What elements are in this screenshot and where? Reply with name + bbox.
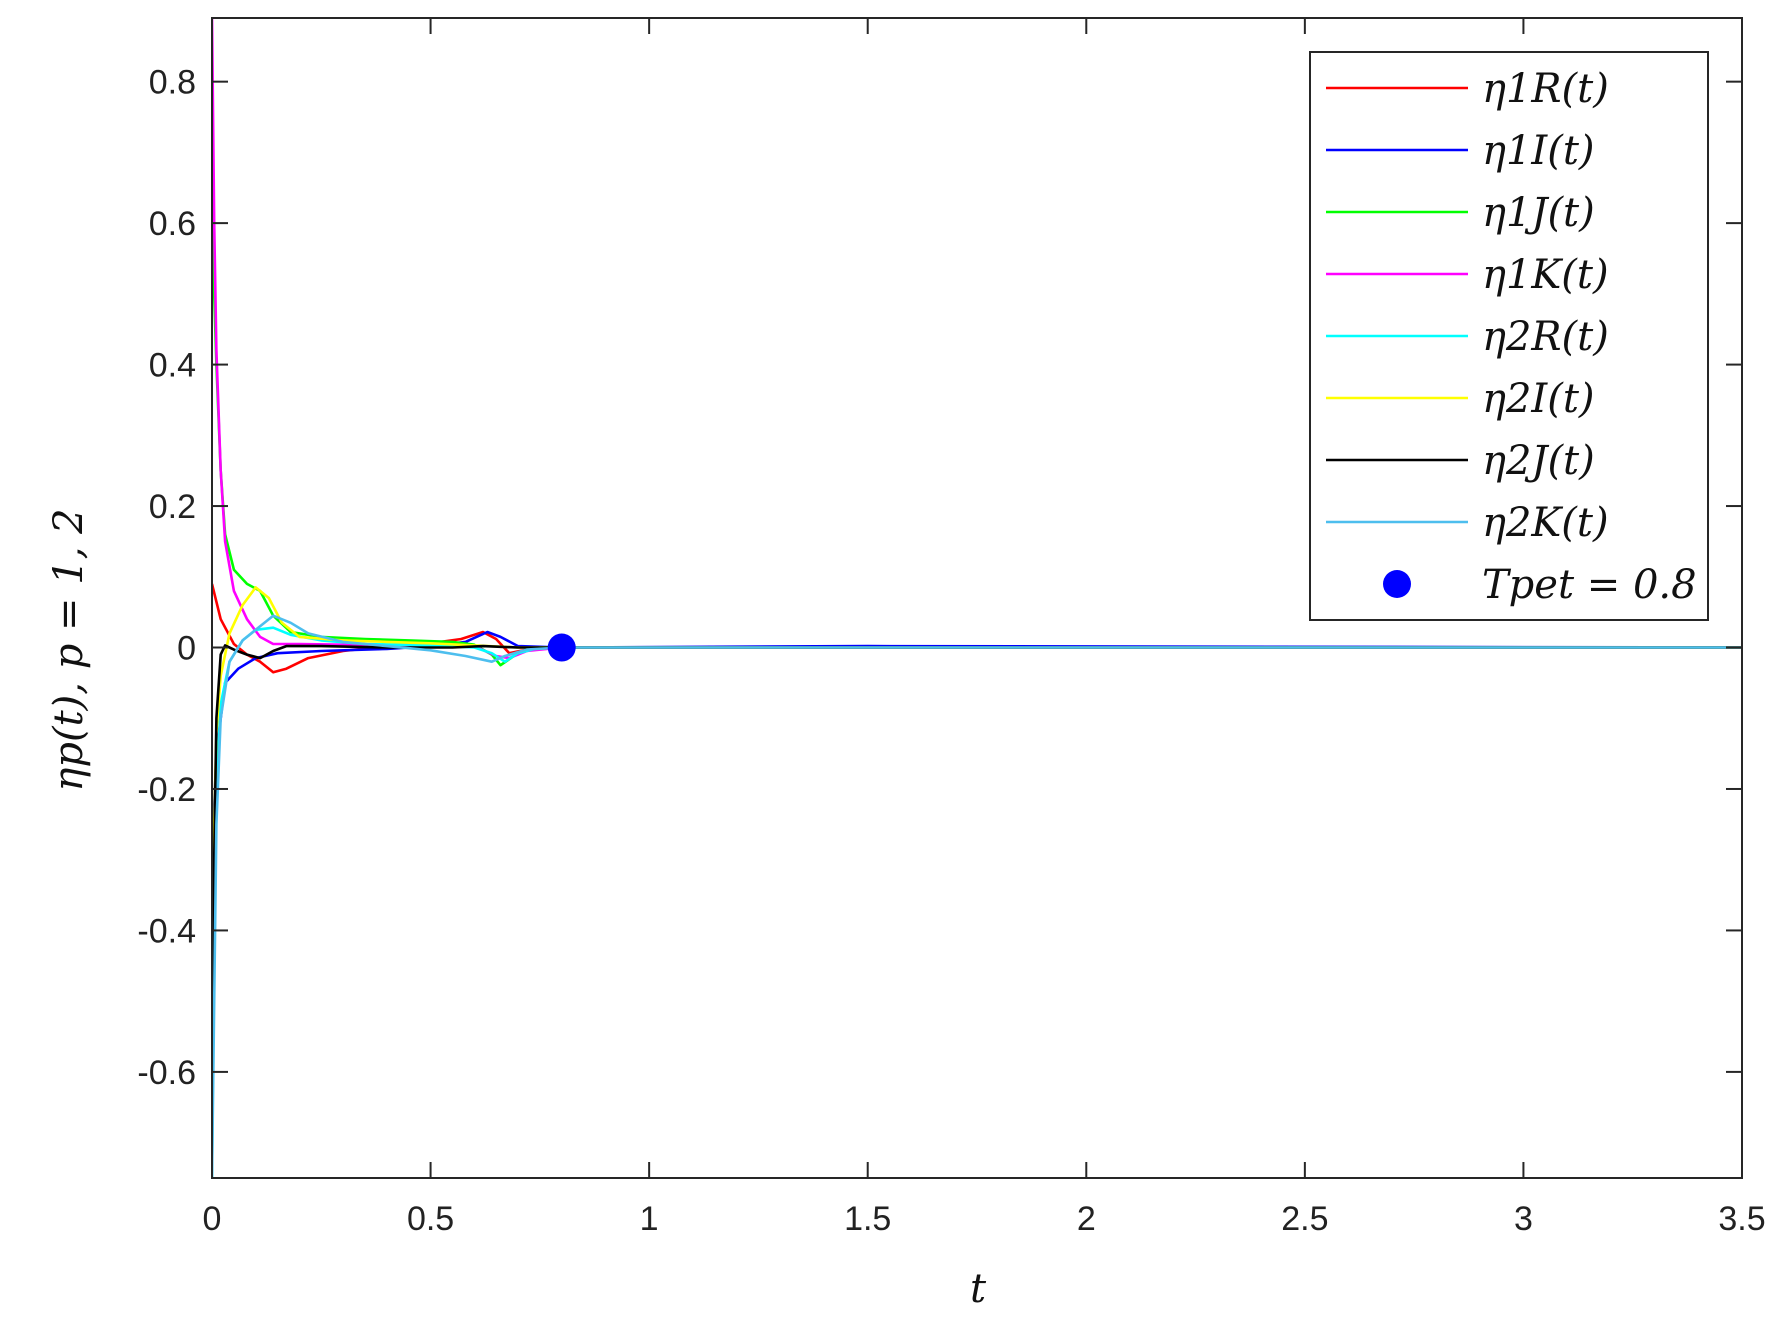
legend-label: η1I(t) xyxy=(1482,128,1595,174)
x-tick-label: 2.5 xyxy=(1281,1200,1328,1238)
y-tick-label: 0 xyxy=(177,630,196,668)
y-tick-label: -0.6 xyxy=(137,1054,196,1092)
y-tick-label: 0.2 xyxy=(149,488,196,526)
series-line-5 xyxy=(212,626,1742,1178)
series-line-7 xyxy=(212,644,1742,1072)
series-line-8 xyxy=(212,614,1742,1178)
legend-label: η1K(t) xyxy=(1482,252,1609,298)
x-tick-label: 2 xyxy=(1077,1200,1096,1238)
y-axis-label: ηp(t), p = 1, 2 xyxy=(46,508,92,791)
series-layer xyxy=(212,18,1742,1178)
tpet-marker xyxy=(547,633,576,662)
y-tick-label: 0.6 xyxy=(149,205,196,243)
legend-marker-swatch xyxy=(1383,570,1411,598)
legend-label: η2J(t) xyxy=(1482,438,1595,484)
legend: η1R(t) η1I(t) η1J(t) η1K(t) η2R(t) η2I(t) η2J(… xyxy=(1309,51,1709,621)
x-tick-label: 3 xyxy=(1514,1200,1533,1238)
legend-label: η2I(t) xyxy=(1482,376,1595,422)
x-axis-label: t xyxy=(970,1266,987,1312)
legend-label: η1J(t) xyxy=(1482,190,1595,236)
x-tick-label: 0.5 xyxy=(407,1200,454,1238)
axes-layer xyxy=(211,17,1743,1179)
y-tick-label: 0.8 xyxy=(149,64,196,102)
y-tick-label: -0.4 xyxy=(137,912,196,950)
y-tick-label: 0.4 xyxy=(149,347,196,385)
y-tick-label: -0.2 xyxy=(137,771,196,809)
marker-layer xyxy=(547,633,576,662)
x-tick-label: 1 xyxy=(640,1200,659,1238)
x-tick-label: 0 xyxy=(203,1200,222,1238)
legend-label-marker: Tpet = 0.8 xyxy=(1482,562,1697,608)
series-line-2 xyxy=(212,630,1742,860)
x-tick-label: 3.5 xyxy=(1718,1200,1765,1238)
x-tick-label: 1.5 xyxy=(844,1200,891,1238)
plot-frame xyxy=(211,17,1743,1179)
legend-label: η2R(t) xyxy=(1482,314,1609,360)
ticks-layer: 0 0.5 1 1.5 2 2.5 3 3.5 -0.6 -0.4 -0.2 0 0.2 0.4 0.6 0.… xyxy=(137,18,1766,1238)
legend-label: η1R(t) xyxy=(1482,66,1609,112)
legend-label: η2K(t) xyxy=(1482,500,1609,546)
